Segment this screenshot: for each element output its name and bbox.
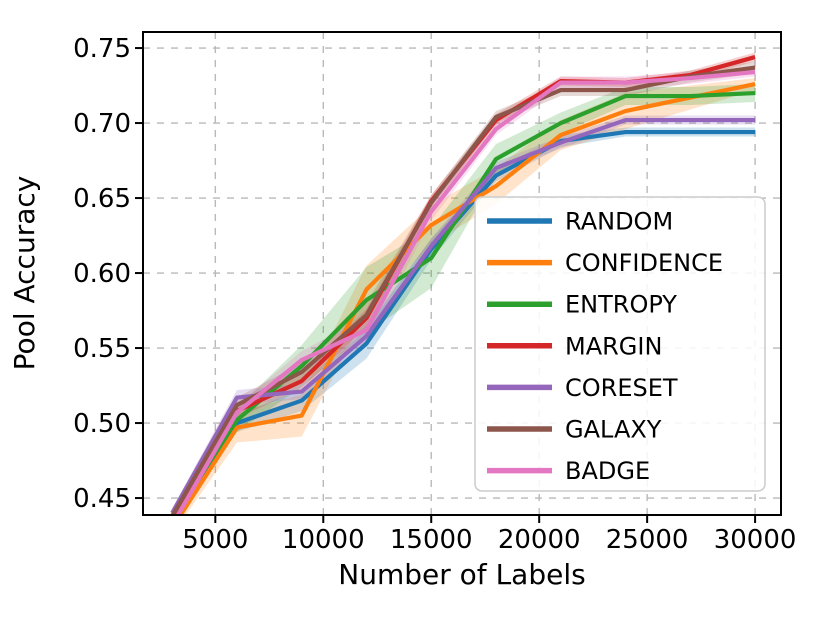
series-line-badge [175,69,756,515]
y-tick-label: 0.45 [73,484,131,514]
legend-label: CONFIDENCE [565,249,723,277]
x-tick-label: 25000 [606,525,689,555]
plot-border [142,31,782,516]
x-axis-label: Number of Labels [338,558,585,591]
y-tick-label: 0.70 [73,109,131,139]
legend-item-confidence: CONFIDENCE [487,249,723,277]
y-tick-label: 0.60 [73,259,131,289]
legend-item-coreset: CORESET [487,374,678,402]
y-axis-label: Pool Accuracy [8,176,41,371]
legend-box [474,196,766,492]
legend-item-entropy: ENTROPY [487,291,677,319]
legend-label: ENTROPY [565,291,677,319]
y-tick-label: 0.75 [73,34,131,64]
x-tick-label: 30000 [714,525,797,555]
legend-label: RANDOM [565,208,673,236]
legend-item-badge: BADGE [487,457,650,485]
x-tick-label: 5000 [182,525,248,555]
x-tick-label: 20000 [498,525,581,555]
legend-item-random: RANDOM [487,208,673,236]
legend-label: BADGE [565,457,650,485]
legend-item-margin: MARGIN [487,332,662,360]
y-tick-label: 0.55 [73,334,131,364]
legend: RANDOM CONFIDENCE ENTROPY MARGIN CORESET GALA… [474,196,766,492]
series-line-coreset [170,117,756,515]
x-tick-label: 10000 [282,525,365,555]
y-tick-label: 0.50 [73,409,131,439]
legend-label: MARGIN [565,332,662,360]
y-tick-label: 0.65 [73,184,131,214]
legend-label: GALAXY [565,416,662,444]
legend-item-galaxy: GALAXY [487,416,662,444]
series-group [170,52,756,515]
legend-label: CORESET [565,374,678,402]
x-tick-label: 15000 [390,525,473,555]
